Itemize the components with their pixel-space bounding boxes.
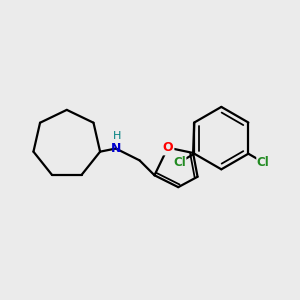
Text: N: N (111, 142, 121, 155)
Text: H: H (113, 131, 122, 141)
Text: Cl: Cl (257, 156, 270, 169)
Text: O: O (163, 141, 173, 154)
Text: Cl: Cl (173, 156, 186, 169)
